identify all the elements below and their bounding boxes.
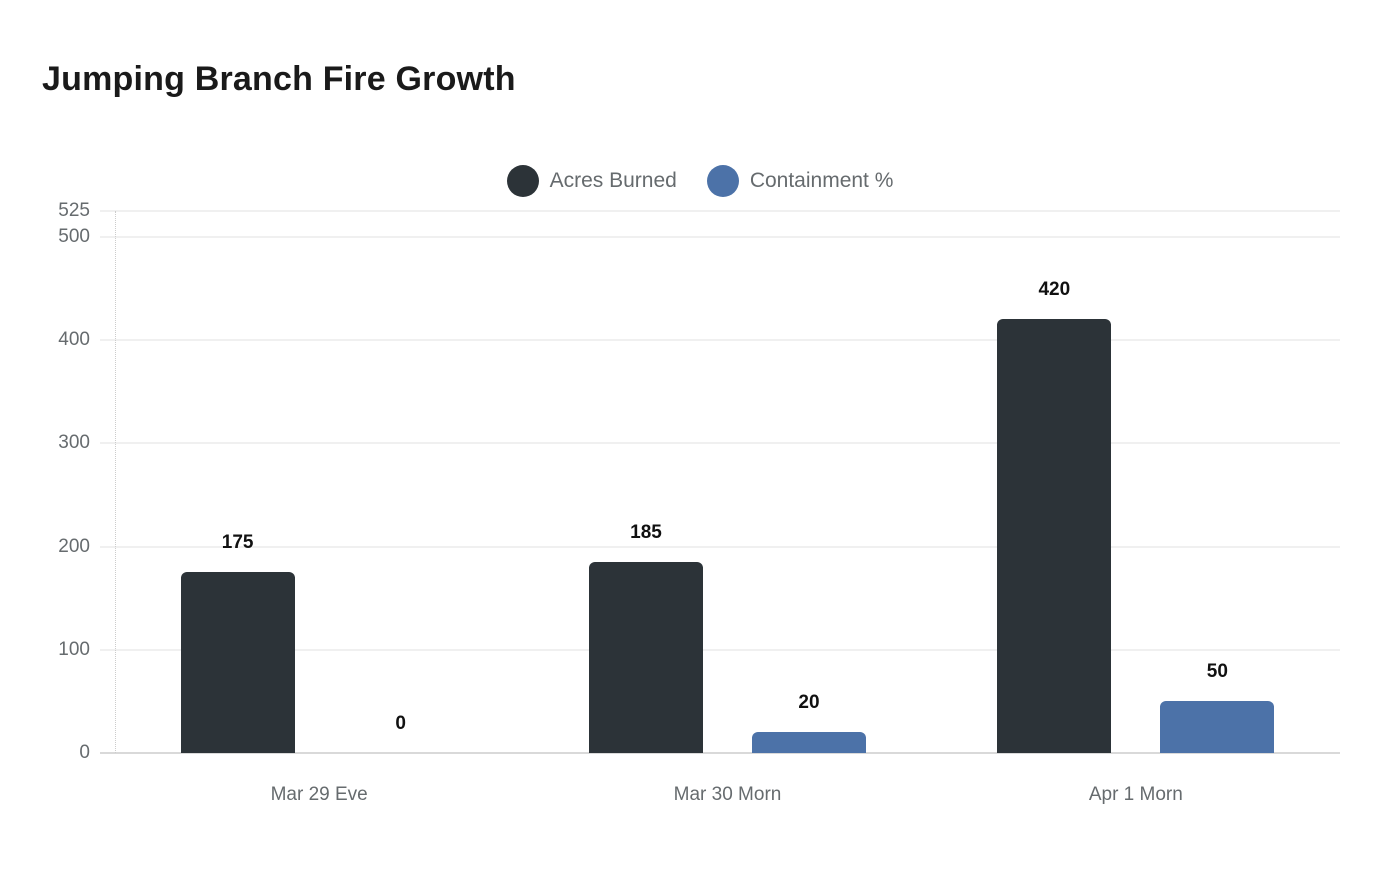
bar-acres-burned-mar-29-eve[interactable] bbox=[180, 572, 295, 753]
gridline-y-300 bbox=[100, 442, 1340, 445]
gridline-y-525 bbox=[100, 210, 1340, 212]
bar-containment-apr-1-morn[interactable] bbox=[1160, 701, 1275, 753]
y-tick-label-500: 500 bbox=[58, 225, 90, 247]
y-tick-label-100: 100 bbox=[58, 638, 90, 660]
legend-swatch-circle-icon bbox=[506, 165, 539, 197]
x-tick-label-mar-29-eve: Mar 29 Eve bbox=[270, 784, 368, 805]
legend-swatch-circle-icon bbox=[706, 165, 739, 197]
value-label-acres-burned-mar-29-eve: 175 bbox=[221, 532, 254, 554]
x-tick-label-mar-30-morn: Mar 30 Morn bbox=[673, 784, 782, 805]
x-tick-label-apr-1-morn: Apr 1 Morn bbox=[1088, 784, 1183, 805]
value-label-acres-burned-mar-30-morn: 185 bbox=[630, 522, 662, 543]
value-label-acres-burned-apr-1-morn: 420 bbox=[1038, 279, 1071, 301]
gridline-y-500 bbox=[100, 235, 1340, 238]
y-tick-label-400: 400 bbox=[58, 329, 90, 351]
value-label-containment-apr-1-morn: 50 bbox=[1206, 661, 1228, 683]
gridline-y-100 bbox=[100, 648, 1340, 651]
y-axis-line bbox=[115, 211, 116, 753]
gridline-y-0 bbox=[100, 752, 1340, 754]
bar-containment-mar-30-morn[interactable] bbox=[752, 732, 866, 753]
gridline-y-200 bbox=[100, 545, 1340, 548]
legend: Acres Burned Containment % bbox=[0, 160, 1400, 202]
y-tick-label-525: 525 bbox=[58, 200, 90, 221]
gridline-y-400 bbox=[100, 339, 1340, 342]
bar-acres-burned-apr-1-morn[interactable] bbox=[997, 319, 1112, 753]
value-label-containment-mar-29-eve: 0 bbox=[395, 713, 406, 734]
legend-item-acres-burned[interactable]: Acres Burned bbox=[506, 165, 677, 197]
legend-label: Acres Burned bbox=[549, 169, 677, 192]
chart-title: Jumping Branch Fire Growth bbox=[42, 60, 516, 98]
y-tick-label-0: 0 bbox=[79, 742, 90, 763]
legend-item-containment[interactable]: Containment % bbox=[706, 165, 894, 197]
y-tick-label-200: 200 bbox=[58, 535, 90, 557]
bar-acres-burned-mar-30-morn[interactable] bbox=[589, 562, 703, 753]
legend-label: Containment % bbox=[749, 169, 894, 192]
y-tick-label-300: 300 bbox=[58, 432, 90, 454]
value-label-containment-mar-30-morn: 20 bbox=[798, 692, 820, 714]
